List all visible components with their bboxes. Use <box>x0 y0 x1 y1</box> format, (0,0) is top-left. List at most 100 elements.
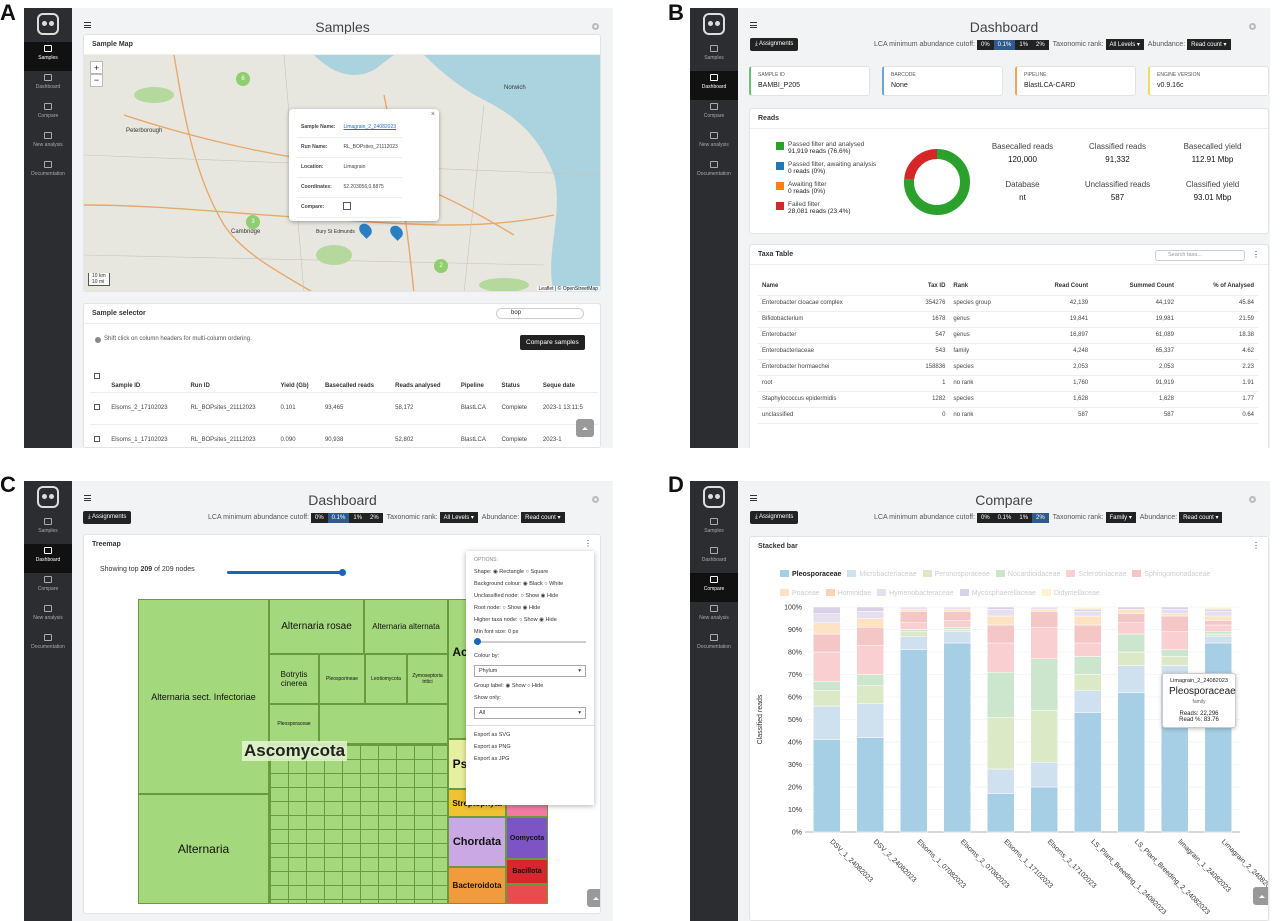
bar-segment[interactable] <box>856 737 884 833</box>
legend-item[interactable]: Hymenobacteraceae <box>877 586 954 602</box>
bar-segment[interactable] <box>1161 656 1189 666</box>
rank-dropdown[interactable]: Family ▾ <box>1105 512 1136 523</box>
bar-segment[interactable] <box>813 705 841 740</box>
show-only-select[interactable]: All ▾ <box>474 707 586 719</box>
scroll-top-button[interactable] <box>576 419 594 437</box>
bar-segment[interactable] <box>943 629 971 632</box>
assignments-button[interactable]: ⤓ Assignments <box>750 38 799 51</box>
treemap-node[interactable]: Pleosporaceae <box>269 704 319 744</box>
bar-segment[interactable] <box>1030 606 1058 610</box>
cutoff-1[interactable]: 1% <box>1015 513 1033 523</box>
treemap-node[interactable]: Alternaria alternata <box>364 599 448 654</box>
shape-option[interactable]: Shape: ◉ Rectangle ○ Square <box>474 569 549 575</box>
rank-dropdown[interactable]: All Levels ▾ <box>439 512 478 523</box>
bar-segment[interactable] <box>900 622 928 630</box>
column-header[interactable]: Tax ID <box>903 277 950 296</box>
bar-segment[interactable] <box>987 768 1015 794</box>
nav-dashboard[interactable]: Dashboard <box>690 544 738 573</box>
bar-segment[interactable] <box>813 613 841 623</box>
map[interactable]: Peterborough Cambridge Bury St Edmunds N… <box>84 55 600 291</box>
bar-segment[interactable] <box>900 631 928 637</box>
bar-segment[interactable] <box>813 681 841 691</box>
close-icon[interactable]: × <box>430 111 435 118</box>
nav-compare[interactable]: Compare <box>690 573 738 602</box>
column-header[interactable]: Basecalled reads <box>320 362 392 393</box>
cutoff-2[interactable]: 2% <box>1032 40 1049 50</box>
column-header[interactable]: Reads analysed <box>391 362 457 393</box>
nav-documentation[interactable]: Documentation <box>690 631 738 660</box>
bar-segment[interactable] <box>856 606 884 612</box>
legend-item[interactable]: Sclerotiniaceae <box>1066 567 1126 583</box>
bar-segment[interactable] <box>987 672 1015 718</box>
menu-icon[interactable] <box>750 22 757 28</box>
legend-item[interactable]: Poaceae <box>780 586 820 602</box>
table-row[interactable]: unclassified 0 no rank 587 587 0.64 <box>758 407 1258 424</box>
bar-segment[interactable] <box>943 620 971 628</box>
bar-segment[interactable] <box>900 606 928 610</box>
bar-segment[interactable] <box>856 645 884 675</box>
bar-segment[interactable] <box>987 717 1015 770</box>
scroll-top-button[interactable] <box>1253 887 1268 905</box>
column-header[interactable]: Rank <box>949 277 1024 296</box>
bar-segment[interactable] <box>1204 609 1232 612</box>
unclassified-option[interactable]: Unclassified node: ○ Show ◉ Hide <box>474 593 559 599</box>
background-option[interactable]: Background colour: ◉ Black ○ White <box>474 581 564 587</box>
bar-segment[interactable] <box>1161 615 1189 632</box>
bar-segment[interactable] <box>1204 606 1232 610</box>
legend-item[interactable]: Mycosphaerellaceae <box>959 586 1036 602</box>
bar-segment[interactable] <box>900 636 928 650</box>
nav-compare[interactable]: Compare <box>690 100 738 129</box>
bar-segment[interactable] <box>1074 606 1102 610</box>
bar-segment[interactable] <box>1030 710 1058 763</box>
slider-handle[interactable] <box>474 638 481 645</box>
legend-item[interactable]: Hominidae <box>825 586 871 602</box>
bar-segment[interactable] <box>856 627 884 646</box>
menu-icon[interactable] <box>84 22 91 28</box>
bar-segment[interactable] <box>1074 712 1102 833</box>
bar-segment[interactable] <box>987 793 1015 833</box>
cluster-marker[interactable]: 6 <box>236 72 250 86</box>
cutoff-0-1[interactable]: 0.1% <box>993 513 1016 523</box>
bar-segment[interactable] <box>943 631 971 644</box>
nav-compare[interactable]: Compare <box>24 100 72 129</box>
bar-segment[interactable] <box>1074 609 1102 612</box>
legend-item[interactable]: Microbacteriaceae <box>847 567 917 583</box>
bar-segment[interactable] <box>1204 636 1232 644</box>
bar-segment[interactable] <box>1204 633 1232 637</box>
bar-segment[interactable] <box>987 624 1015 644</box>
bar-segment[interactable] <box>1074 611 1102 617</box>
nav-new-analysis[interactable]: New analysis <box>690 602 738 631</box>
donut-slice[interactable] <box>904 149 970 215</box>
table-row[interactable]: Bifidobacterium 1678 genus 19,841 19,981 21.5… <box>758 311 1258 328</box>
bar-segment[interactable] <box>1161 613 1189 617</box>
bar-segment[interactable] <box>813 651 841 682</box>
nav-new-analysis[interactable]: New analysis <box>24 602 72 631</box>
more-icon[interactable]: ⋮ <box>1252 541 1260 550</box>
group-label-option[interactable]: Group label: ◉ Show ○ Hide <box>474 683 544 689</box>
bar-segment[interactable] <box>1161 609 1189 614</box>
bar-segment[interactable] <box>943 611 971 621</box>
treemap-node[interactable]: Zymoseptoria tritici <box>407 654 448 704</box>
bar-segment[interactable] <box>1117 651 1145 666</box>
treemap-node[interactable]: Alternaria sect. Infectoriae <box>138 599 269 794</box>
nav-documentation[interactable]: Documentation <box>24 631 72 660</box>
column-header[interactable]: Name <box>758 277 904 296</box>
treemap-node[interactable]: Pleosporineae <box>319 654 365 704</box>
column-header[interactable]: Yield (Gb) <box>276 362 321 393</box>
bar-segment[interactable] <box>1204 620 1232 626</box>
abundance-dropdown[interactable]: Read count ▾ <box>1179 512 1223 523</box>
legend-item[interactable]: Awaiting filter 0 reads (0%) <box>776 181 876 201</box>
zoom-in-button[interactable]: + <box>90 61 103 74</box>
bar-segment[interactable] <box>856 618 884 628</box>
node-count-slider[interactable] <box>227 569 346 576</box>
bar-segment[interactable] <box>987 606 1015 610</box>
column-header[interactable]: Seque date <box>538 362 598 393</box>
bar-segment[interactable] <box>900 609 928 612</box>
bar-segment[interactable] <box>943 627 971 630</box>
legend-item[interactable]: Pleosporaceae <box>780 567 841 583</box>
treemap-node[interactable]: Botrytis cinerea <box>269 654 319 704</box>
bar-segment[interactable] <box>900 629 928 632</box>
bar-segment[interactable] <box>1074 656 1102 675</box>
export-jpg-button[interactable]: Export as JPG <box>474 756 510 762</box>
bar-segment[interactable] <box>1204 642 1232 833</box>
